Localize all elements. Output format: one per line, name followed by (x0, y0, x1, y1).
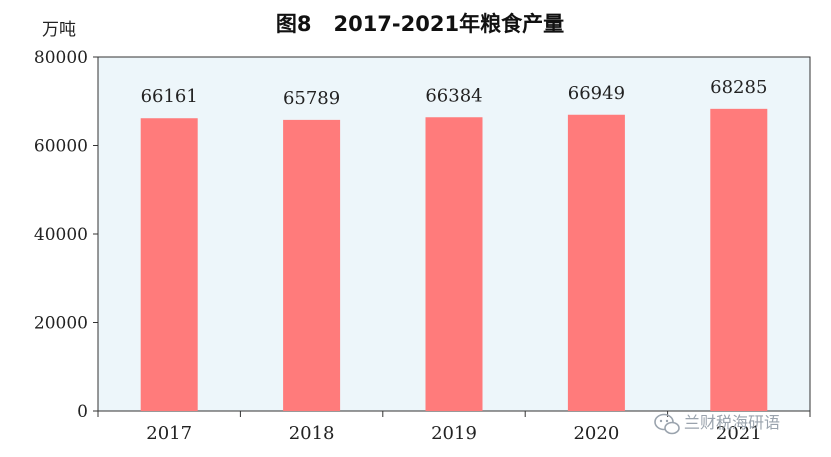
y-unit-label: 万吨 (42, 20, 76, 40)
chart-title: 图8 2017-2021年粮食产量 (276, 12, 564, 36)
y-tick-label: 0 (77, 402, 88, 422)
x-tick-label-2021: 2021 (716, 423, 762, 444)
data-label-2020: 66949 (568, 83, 625, 104)
y-tick-label: 40000 (34, 225, 88, 245)
bar-2020 (567, 114, 625, 411)
data-label-2021: 68285 (710, 77, 767, 98)
data-label-2017: 66161 (141, 86, 198, 107)
y-tick-label: 60000 (34, 137, 88, 157)
y-tick-label: 80000 (34, 48, 88, 68)
bars-group (140, 108, 768, 412)
y-tick-label: 20000 (34, 314, 88, 334)
watermark: 兰财税海研语 (654, 413, 780, 435)
bar-2019 (425, 117, 483, 412)
bar-2017 (140, 118, 198, 411)
data-label-2018: 65789 (283, 88, 340, 109)
wechat-icon (654, 413, 680, 435)
bar-2021 (710, 108, 768, 412)
x-axis: 2017 2018 2019 2020 2021 (97, 411, 811, 444)
x-tick-label-2019: 2019 (431, 423, 477, 444)
x-tick-label-2017: 2017 (146, 423, 192, 444)
bar-2018 (283, 119, 341, 412)
data-label-2019: 66384 (425, 85, 482, 106)
watermark-text: 兰财税海研语 (684, 413, 780, 432)
data-labels-group: 66161 65789 66384 66949 68285 (141, 77, 768, 109)
x-tick-label-2020: 2020 (573, 423, 619, 444)
x-tick-label-2018: 2018 (289, 423, 335, 444)
y-axis: 0 20000 40000 60000 80000 (34, 48, 98, 422)
